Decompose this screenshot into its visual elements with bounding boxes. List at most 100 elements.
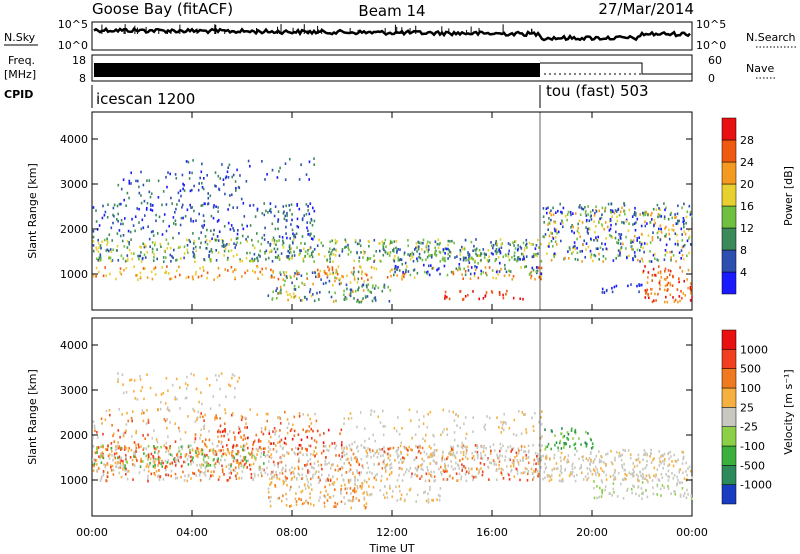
heatmap-cell	[438, 250, 441, 254]
heatmap-cell	[175, 177, 178, 180]
heatmap-cell	[298, 485, 301, 489]
heatmap-cell	[202, 458, 205, 461]
heatmap-cell	[661, 484, 664, 487]
heatmap-cell	[562, 480, 564, 483]
heatmap-cell	[507, 252, 510, 256]
colorbar-tick-label: -1000	[740, 479, 772, 492]
heatmap-cell	[446, 478, 449, 481]
heatmap-cell	[571, 467, 574, 471]
heatmap-cell	[639, 460, 641, 464]
heatmap-cell	[458, 266, 461, 270]
heatmap-cell	[562, 435, 564, 439]
heatmap-cell	[612, 474, 614, 477]
heatmap-cell	[669, 450, 672, 454]
heatmap-cell	[641, 481, 644, 484]
heatmap-cell	[686, 473, 688, 477]
heatmap-cell	[470, 240, 473, 244]
heatmap-cell	[165, 229, 168, 233]
heatmap-cell	[336, 477, 338, 481]
heatmap-cell	[433, 479, 435, 483]
heatmap-cell	[218, 230, 221, 233]
heatmap-cell	[602, 248, 604, 251]
heatmap-cell	[619, 210, 622, 213]
heatmap-cell	[633, 485, 635, 488]
heatmap-cell	[551, 232, 553, 235]
heatmap-cell	[235, 459, 237, 462]
heatmap-cell	[566, 218, 568, 222]
heatmap-cell	[589, 228, 591, 231]
heatmap-cell	[269, 448, 272, 451]
heatmap-cell	[174, 464, 177, 467]
heatmap-cell	[540, 455, 543, 458]
heatmap-cell	[651, 236, 654, 239]
heatmap-cell	[590, 447, 593, 450]
heatmap-cell	[344, 296, 347, 299]
heatmap-cell	[111, 454, 113, 457]
heatmap-cell	[336, 272, 339, 276]
heatmap-cell	[348, 248, 350, 252]
heatmap-cell	[224, 247, 227, 250]
heatmap-cell	[589, 210, 592, 214]
heatmap-cell	[373, 254, 375, 258]
heatmap-cell	[317, 253, 320, 256]
heatmap-cell	[255, 447, 258, 451]
heatmap-cell	[658, 464, 661, 467]
heatmap-cell	[227, 256, 229, 260]
heatmap-cell	[117, 466, 120, 470]
heatmap-cell	[334, 271, 337, 275]
heatmap-cell	[209, 259, 212, 263]
heatmap-cell	[169, 453, 172, 456]
heatmap-cell	[663, 459, 666, 463]
heatmap-cell	[570, 226, 572, 229]
heatmap-cell	[430, 446, 432, 450]
heatmap-cell	[215, 238, 218, 242]
heatmap-cell	[433, 470, 435, 474]
heatmap-cell	[268, 209, 271, 212]
heatmap-cell	[110, 466, 112, 469]
heatmap-cell	[105, 409, 108, 413]
heatmap-cell	[444, 252, 446, 255]
heatmap-cell	[560, 467, 563, 471]
heatmap-cell	[323, 494, 326, 498]
heatmap-cell	[546, 445, 549, 448]
heatmap-cell	[383, 446, 385, 449]
xtick-label: 20:00	[576, 526, 608, 539]
heatmap-cell	[657, 213, 660, 216]
heatmap-cell	[221, 468, 224, 471]
heatmap-cell	[335, 299, 337, 303]
heatmap-cell	[418, 449, 420, 453]
heatmap-cell	[554, 434, 556, 437]
heatmap-cell	[282, 482, 285, 486]
heatmap-cell	[368, 240, 370, 244]
heatmap-cell	[208, 250, 211, 254]
heatmap-cell	[146, 409, 148, 412]
heatmap-cell	[518, 449, 520, 452]
heatmap-cell	[653, 218, 656, 222]
heatmap-cell	[274, 250, 277, 254]
heatmap-cell	[439, 260, 442, 263]
heatmap-cell	[447, 247, 449, 251]
heatmap-cell	[318, 499, 320, 502]
heatmap-cell	[438, 267, 440, 270]
heatmap-cell	[285, 275, 288, 278]
heatmap-cell	[269, 242, 272, 246]
heatmap-cell	[103, 213, 106, 217]
heatmap-cell	[121, 239, 124, 243]
heatmap-cell	[272, 236, 275, 240]
heatmap-cell	[624, 449, 626, 452]
heatmap-cell	[378, 462, 380, 466]
heatmap-cell	[391, 268, 393, 271]
heatmap-cell	[108, 453, 111, 456]
heatmap-cell	[469, 277, 472, 280]
heatmap-cell	[159, 242, 162, 246]
heatmap-cell	[576, 449, 578, 453]
heatmap-cell	[476, 454, 479, 457]
heatmap-cell	[246, 240, 248, 243]
heatmap-cell	[237, 425, 240, 429]
heatmap-cell	[195, 451, 197, 455]
heatmap-cell	[368, 485, 370, 488]
heatmap-cell	[480, 269, 482, 273]
heatmap-cell	[529, 271, 532, 275]
heatmap-cell	[389, 484, 391, 488]
heatmap-cell	[462, 453, 465, 456]
